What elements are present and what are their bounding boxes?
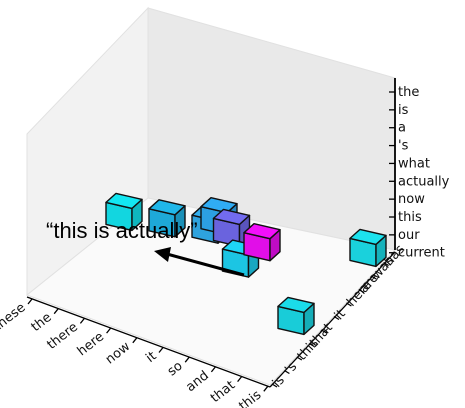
y-tick-mark <box>271 383 278 388</box>
y-tick-mark <box>284 369 290 375</box>
y-tick-mark <box>358 288 365 294</box>
cube <box>148 199 186 238</box>
x-tick-label: that <box>208 378 238 406</box>
y-tick-mark <box>321 329 327 334</box>
x-tick-mark <box>53 308 59 315</box>
cube <box>349 228 387 268</box>
y-tick-label: it <box>332 307 349 324</box>
cubes <box>105 192 387 336</box>
z-tick-label: our <box>398 228 420 243</box>
z-tick-label: 's <box>398 139 409 154</box>
x-tick-mark <box>158 347 164 353</box>
y-tick-mark <box>308 342 315 348</box>
z-tick-label: is <box>398 103 409 118</box>
back-panes <box>25 6 396 386</box>
z-axis-ticks: the is a 's what actually now this our current <box>389 85 450 261</box>
y-tick-mark <box>333 315 340 321</box>
cube-top-face <box>148 199 186 216</box>
y-axis-line <box>269 251 396 388</box>
x-tick-label: it <box>143 349 159 366</box>
annotation-text: “this is actually” <box>46 218 198 243</box>
cube-top-face <box>212 208 251 226</box>
x-tick-label: the <box>29 310 55 335</box>
x-tick-label: these <box>0 300 28 334</box>
x-tick-label: this <box>236 388 264 408</box>
cube <box>105 192 143 232</box>
z-tick-label: actually <box>398 174 450 189</box>
cube-top-face <box>349 228 387 246</box>
x-tick-mark <box>79 317 85 324</box>
x-tick-label: so <box>165 359 186 380</box>
x-tick-mark <box>237 376 243 383</box>
cube <box>277 296 315 336</box>
z-tick-label: a <box>398 121 406 136</box>
x-tick-mark <box>106 327 112 334</box>
x-axis-line <box>26 296 271 388</box>
y-tick-mark <box>370 275 377 280</box>
z-tick-label: this <box>398 210 422 225</box>
x-tick-mark <box>132 337 138 344</box>
x-tick-mark <box>184 356 190 363</box>
z-tick-label: current <box>398 246 445 261</box>
cube-top-face <box>200 196 238 214</box>
annotation-arrow-head <box>154 247 171 262</box>
x-tick-label: now <box>103 339 134 368</box>
annotation-arrow-line <box>166 252 245 277</box>
z-tick-label: now <box>398 192 425 207</box>
z-tick-label: what <box>398 156 430 171</box>
annotation: “this is actually” <box>46 218 245 277</box>
x-tick-mark <box>263 385 269 392</box>
y-tick-mark <box>383 261 389 267</box>
x-tick-mark <box>210 366 216 373</box>
x-tick-label: and <box>183 368 212 395</box>
y-tick-mark <box>296 356 303 361</box>
cube <box>243 222 281 262</box>
z-tick-label: the <box>398 85 419 100</box>
cube-top-face <box>277 296 315 314</box>
y-tick-mark <box>346 302 352 307</box>
cube-top-face <box>243 222 281 240</box>
x-tick-label: here <box>75 329 107 359</box>
cube-top-face <box>105 192 143 210</box>
x-tick-mark <box>27 298 33 305</box>
